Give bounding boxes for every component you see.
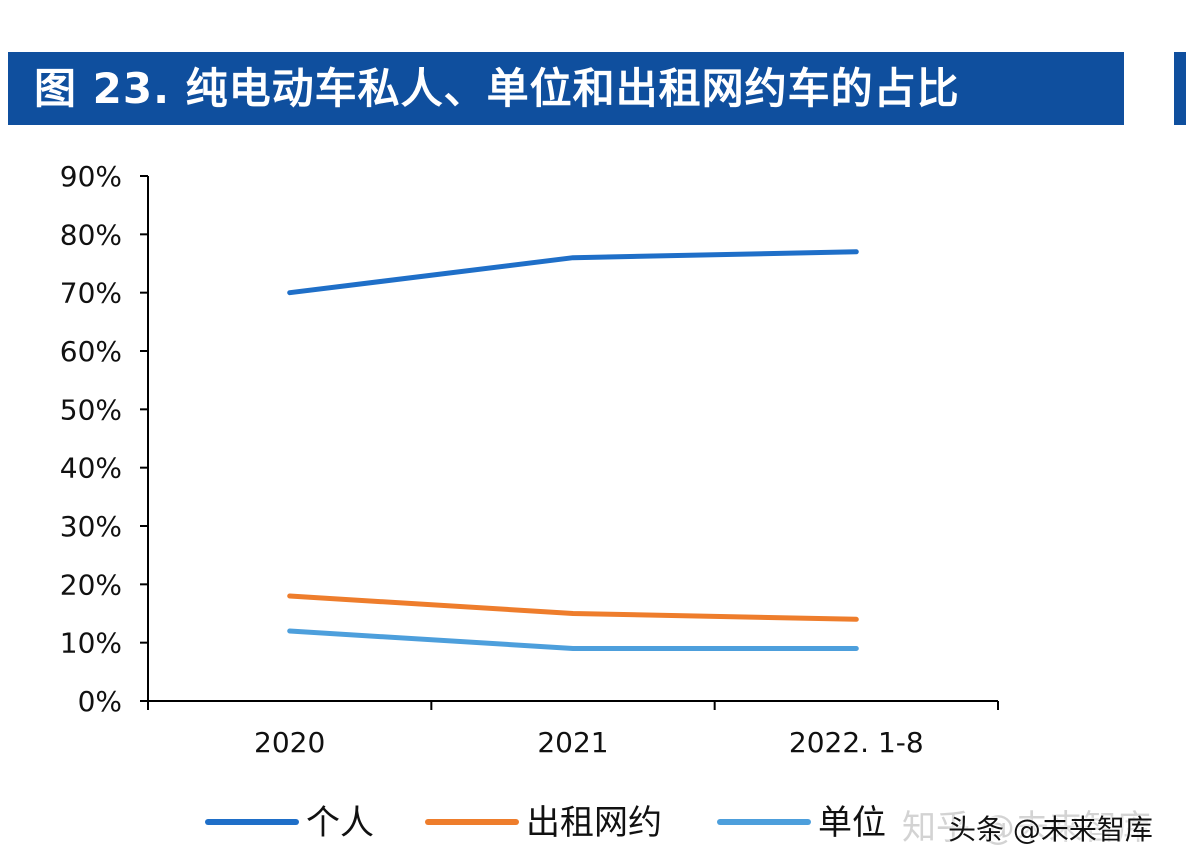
series-line bbox=[287, 593, 859, 622]
series-line bbox=[287, 249, 859, 296]
series-line bbox=[287, 628, 859, 651]
x-tick-label: 2020 bbox=[254, 726, 325, 759]
y-tick-label: 10% bbox=[60, 627, 122, 660]
y-tick-label: 50% bbox=[60, 393, 122, 426]
x-tick-label: 2022. 1-8 bbox=[789, 726, 924, 759]
y-tick-label: 70% bbox=[60, 277, 122, 310]
y-tick-label: 0% bbox=[78, 685, 122, 718]
chart-title: 图 23. 纯电动车私人、单位和出租网约车的占比 bbox=[34, 64, 960, 113]
y-tick-label: 40% bbox=[60, 452, 122, 485]
legend-label: 单位 bbox=[818, 803, 886, 843]
adjacent-title-bar-edge bbox=[1174, 52, 1186, 125]
y-tick-label: 30% bbox=[60, 510, 122, 543]
chart-title-bar: 图 23. 纯电动车私人、单位和出租网约车的占比 bbox=[8, 52, 1124, 125]
y-tick-label: 60% bbox=[60, 335, 122, 368]
legend-label: 出租网约 bbox=[526, 803, 662, 843]
legend-label: 个人 bbox=[306, 803, 374, 843]
y-tick-label: 20% bbox=[60, 568, 122, 601]
y-tick-label: 80% bbox=[60, 218, 122, 251]
x-tick-label: 2021 bbox=[537, 726, 608, 759]
y-tick-label: 90% bbox=[60, 160, 122, 193]
